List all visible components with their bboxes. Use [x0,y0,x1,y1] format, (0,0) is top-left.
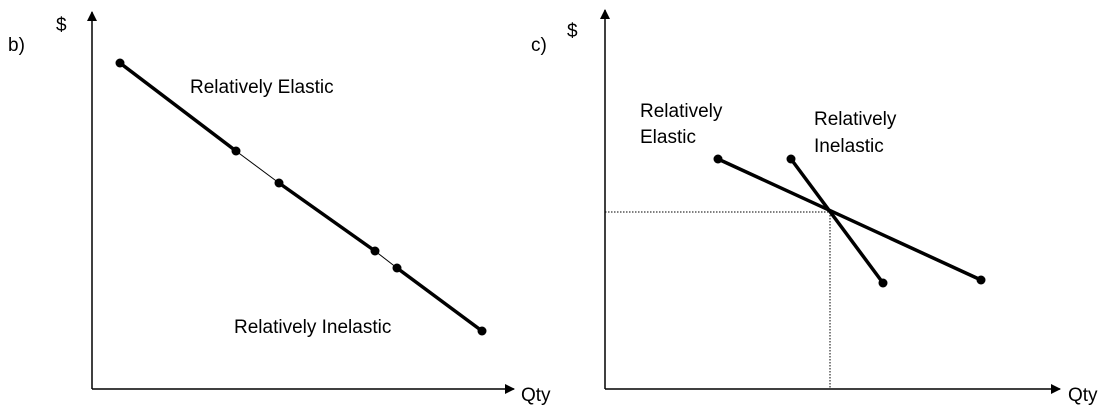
annotation: Relatively Inelastic [234,317,391,338]
annotation: Inelastic [814,136,884,157]
elastic-curve [717,157,982,282]
annotation: Relatively [640,101,723,122]
annotation: Relatively [814,109,897,130]
panel-b: b) $ Qty Relatively Elastic Relatively I… [8,11,551,406]
x-axis-label: Qty [521,385,551,406]
annotation: Elastic [640,127,696,148]
points [713,154,986,288]
annotation: Relatively Elastic [190,77,334,98]
y-axis-label: $ [56,15,67,36]
x-axis-label: Qty [1068,385,1098,406]
inelastic-curve [789,157,885,285]
y-axis-label: $ [567,21,578,42]
panel-label: b) [8,35,25,56]
points [115,58,487,336]
panel-label: c) [531,35,547,56]
demand-curve [118,61,484,333]
panel-c: c) $ Qty Relatively Elastic Relatively I… [531,9,1098,406]
